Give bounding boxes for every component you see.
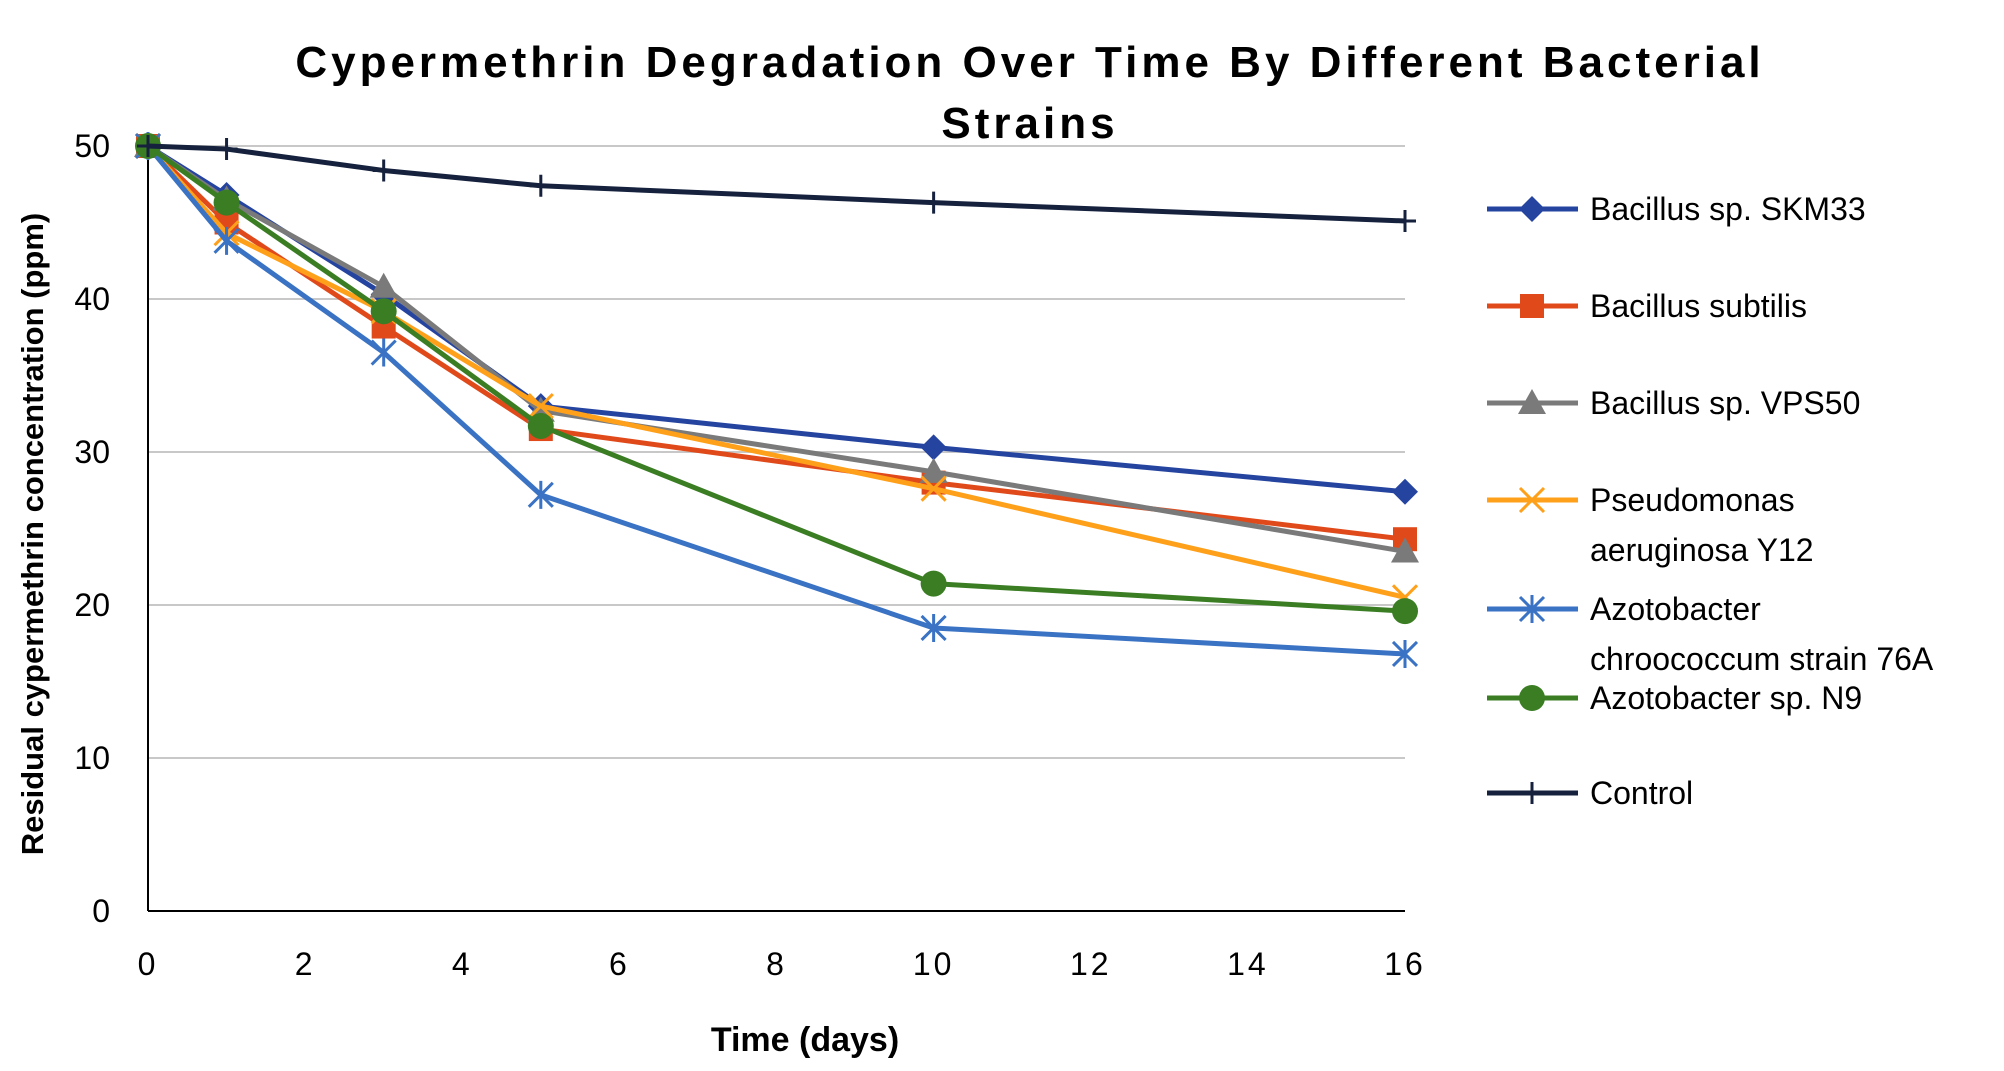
series-5 <box>135 133 1418 625</box>
series-3 <box>134 132 1419 611</box>
series-line-1 <box>146 144 1406 542</box>
chart-title: Cypermethrin Degradation Over Time By Di… <box>295 38 1764 148</box>
legend-item-5: Azotobacter sp. N9 <box>1487 680 1862 716</box>
series-line-3 <box>146 144 1406 600</box>
data-point-6-1 <box>215 138 238 161</box>
legend-label-4-line-1: chroococcum strain 76A <box>1590 641 1934 677</box>
data-point-5-5 <box>1392 598 1418 625</box>
series-6 <box>137 135 1416 232</box>
data-point-0-5 <box>1392 478 1418 505</box>
data-point-4-2 <box>370 338 397 367</box>
x-tick-label-16: 16 <box>1384 946 1426 982</box>
legend-label-4-line-0: Azotobacter <box>1590 591 1761 627</box>
x-axis-title: Time (days) <box>711 1021 899 1059</box>
data-point-4-3 <box>527 480 554 509</box>
data-point-4-4 <box>920 613 947 642</box>
series-line-5 <box>146 143 1406 614</box>
data-point-6-5 <box>1394 209 1416 232</box>
legend-label-6: Control <box>1590 775 1693 811</box>
legend-label-5: Azotobacter sp. N9 <box>1590 680 1862 716</box>
y-axis-title: Residual cypermethrin concentration (ppm… <box>15 213 50 856</box>
data-point-5-2 <box>370 298 397 325</box>
x-tick-labels: 0 2 4 6 8 10 12 14 16 <box>138 946 1426 982</box>
legend-label-1: Bacillus subtilis <box>1590 288 1807 324</box>
data-point-5-4 <box>920 570 947 597</box>
data-point-0-4 <box>920 434 947 461</box>
legend-marker-2 <box>1518 389 1546 414</box>
legend-label-0: Bacillus sp. SKM33 <box>1590 191 1866 227</box>
series-line-6 <box>147 143 1406 224</box>
legend-marker-4 <box>1518 595 1546 623</box>
legend-item-2: Bacillus sp. VPS50 <box>1487 385 1860 421</box>
data-point-6-2 <box>372 159 395 182</box>
data-point-3-4 <box>920 475 947 502</box>
x-tick-label-14: 14 <box>1227 946 1269 982</box>
data-point-4-5 <box>1391 639 1419 668</box>
x-tick-label-4: 4 <box>452 946 473 982</box>
y-tick-label-20: 20 <box>74 587 110 623</box>
data-point-3-3 <box>527 393 554 420</box>
x-tick-label-8: 8 <box>766 946 787 982</box>
legend-item-4: Azotobacter chroococcum strain 76A <box>1487 591 1934 677</box>
data-point-2-5 <box>1391 537 1419 563</box>
data-point-2-2 <box>369 272 398 298</box>
y-tick-label-10: 10 <box>74 740 110 776</box>
legend-marker-3 <box>1518 486 1546 514</box>
legend-item-0: Bacillus sp. SKM33 <box>1487 191 1866 227</box>
y-tick-label-30: 30 <box>74 434 110 470</box>
legend-marker-5 <box>1519 685 1545 711</box>
legend-marker-6 <box>1521 782 1543 804</box>
chart-title-line-1: Cypermethrin Degradation Over Time By Di… <box>295 38 1764 87</box>
legend-label-2: Bacillus sp. VPS50 <box>1590 385 1860 421</box>
legend-item-3: Pseudomonas aeruginosa Y12 <box>1487 482 1814 568</box>
legend: Bacillus sp. SKM33 Bacillus subtilis Bacil… <box>1487 191 1934 811</box>
series-lines <box>134 132 1419 668</box>
data-point-6-0 <box>137 135 159 157</box>
data-point-6-4 <box>922 191 945 214</box>
legend-item-1: Bacillus subtilis <box>1487 288 1807 324</box>
data-point-5-3 <box>527 412 554 439</box>
data-point-2-4 <box>919 457 948 483</box>
legend-label-3-line-1: aeruginosa Y12 <box>1590 532 1814 568</box>
y-tick-label-40: 40 <box>74 281 110 317</box>
legend-item-6: Control <box>1487 775 1693 811</box>
legend-label-3-line-0: Pseudomonas <box>1590 482 1795 518</box>
data-point-6-3 <box>529 174 552 197</box>
y-tick-labels: 0 10 20 30 40 50 <box>74 128 110 929</box>
x-tick-label-12: 12 <box>1070 946 1112 982</box>
x-tick-label-6: 6 <box>609 946 630 982</box>
axes <box>147 144 1405 912</box>
data-point-4-1 <box>213 226 240 255</box>
x-tick-label-0: 0 <box>138 946 159 982</box>
gridlines <box>148 145 1405 759</box>
y-tick-label-50: 50 <box>74 128 110 164</box>
y-tick-label-0: 0 <box>92 893 110 929</box>
legend-marker-1 <box>1520 294 1544 318</box>
x-tick-label-10: 10 <box>913 946 955 982</box>
chart-title-line-2: Strains <box>941 99 1118 148</box>
series-line-2 <box>146 143 1406 554</box>
data-point-5-1 <box>213 189 240 216</box>
series-line-4 <box>146 144 1406 657</box>
x-tick-label-2: 2 <box>295 946 316 982</box>
legend-marker-0 <box>1519 196 1545 222</box>
